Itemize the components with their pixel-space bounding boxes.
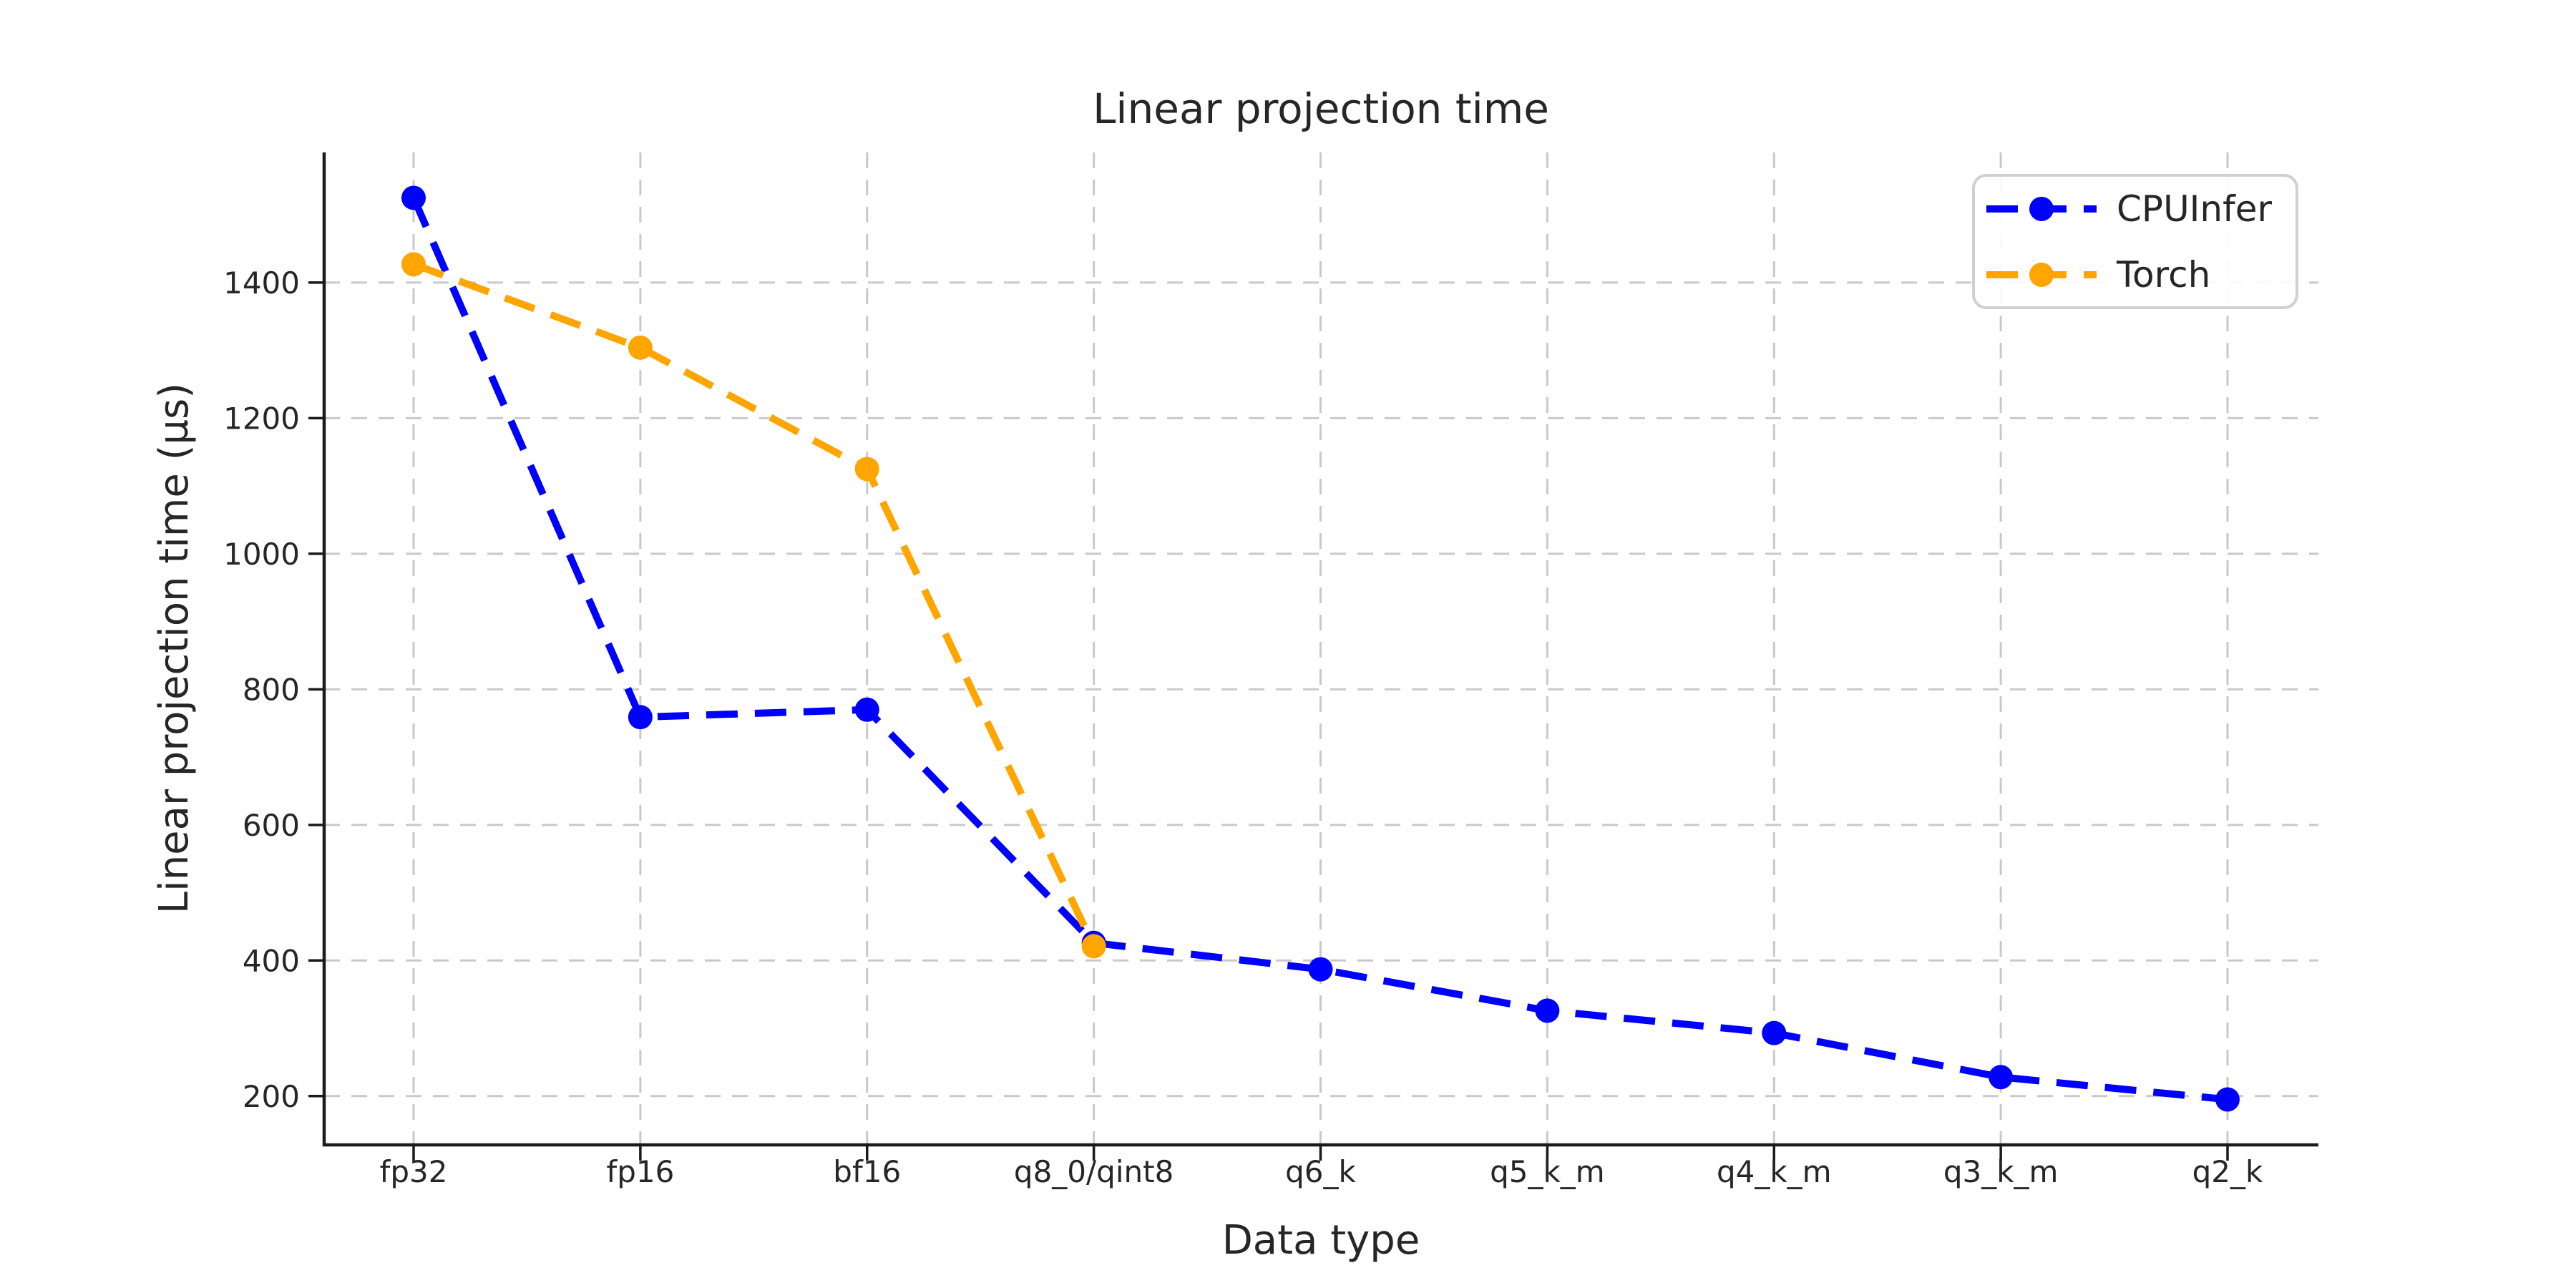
y-tick-label: 400 [243, 943, 300, 978]
x-tick-label: q8_0/qint8 [1014, 1154, 1174, 1189]
x-tick-label: q6_k [1285, 1154, 1356, 1189]
data-point-torch [628, 335, 653, 360]
legend-sample-marker-torch [2029, 263, 2054, 287]
series-line-torch [412, 260, 1098, 948]
data-point-cpuinfer [1308, 957, 1333, 982]
legend-label-torch: Torch [2116, 254, 2210, 296]
legend-sample-marker-cpuinfer [2029, 197, 2054, 221]
data-point-cpuinfer [854, 697, 879, 722]
legend-label-cpuinfer: CPUInfer [2117, 188, 2272, 230]
axis-layer: 200 400 600 800 1000 1200 1400 fp32 fp16 bf16 q8_0… [223, 152, 2318, 1189]
x-tick-label: bf16 [833, 1154, 901, 1189]
x-tick-label: q3_k_m [1943, 1154, 2059, 1189]
y-tick-label: 200 [243, 1079, 300, 1114]
data-point-cpuinfer [401, 185, 426, 210]
x-tick-label: fp32 [380, 1154, 448, 1189]
y-tick-label: 1400 [223, 265, 300, 301]
y-tick-label: 600 [243, 808, 300, 843]
y-axis-label: Linear projection time (µs) [151, 383, 197, 914]
y-tick-label: 1200 [223, 401, 300, 436]
legend [1972, 174, 2298, 309]
data-point-torch [854, 457, 879, 482]
x-axis-label: Data type [1222, 1217, 1420, 1264]
series-line-cpuinfer [410, 196, 2228, 1103]
x-tick-label: q5_k_m [1490, 1154, 1605, 1189]
chart-title: Linear projection time [1093, 84, 1549, 133]
x-tick-label: q2_k [2192, 1154, 2263, 1189]
data-point-cpuinfer [2215, 1087, 2240, 1112]
x-tick-label: fp16 [606, 1154, 674, 1189]
y-tick-label: 1000 [223, 537, 300, 572]
x-tick-label: q4_k_m [1717, 1154, 1832, 1189]
data-point-cpuinfer [628, 705, 653, 730]
data-point-cpuinfer [1762, 1020, 1787, 1045]
y-tick-label: 800 [243, 672, 300, 707]
data-point-cpuinfer [1535, 998, 1560, 1023]
data-point-torch [401, 252, 426, 277]
data-point-cpuinfer [1989, 1065, 2014, 1090]
series-layer [401, 185, 2240, 1112]
data-point-torch [1081, 934, 1106, 959]
